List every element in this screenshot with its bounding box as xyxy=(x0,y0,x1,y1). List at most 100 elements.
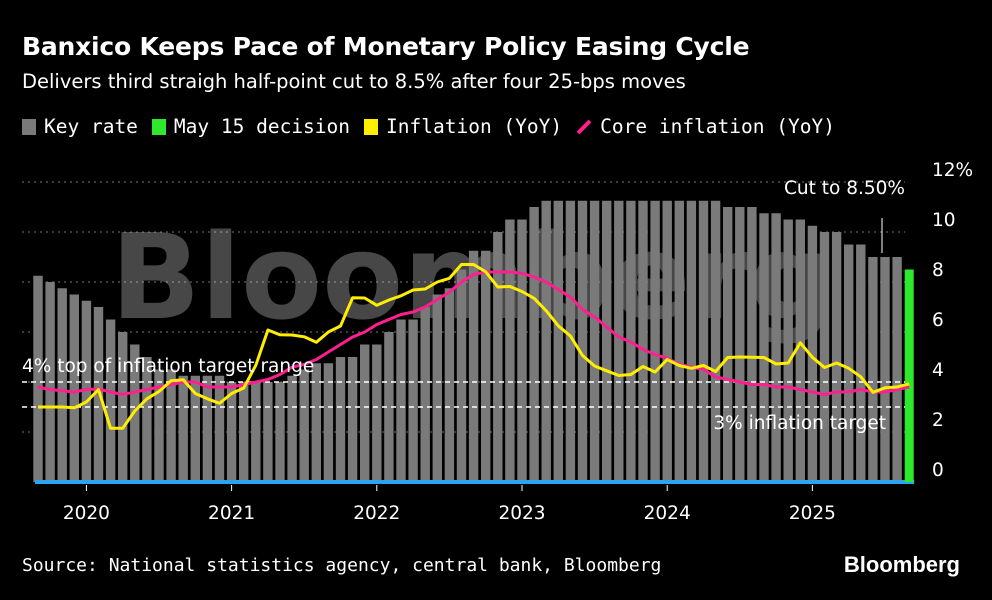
key-rate-bar xyxy=(468,250,479,482)
key-rate-bar xyxy=(372,344,382,482)
key-rate-bar xyxy=(287,375,297,482)
key-rate-bar xyxy=(311,363,321,482)
key-rate-bar xyxy=(577,200,588,482)
key-rate-bar xyxy=(638,200,648,482)
legend: Key rate May 15 decision Inflation (YoY)… xyxy=(22,115,849,138)
key-rate-bar xyxy=(347,357,358,482)
key-rate-bar xyxy=(384,332,394,482)
key-rate-bar xyxy=(529,207,539,482)
y-axis: 0 2 4 6 8 10 12% xyxy=(932,160,973,481)
key-rate-bar xyxy=(517,219,527,482)
legend-label-decision: May 15 decision xyxy=(173,115,351,138)
decision-swatch-icon xyxy=(151,118,166,135)
key-rate-bar xyxy=(57,288,67,482)
legend-item-core-inflation: Core inflation (YoY) xyxy=(576,115,835,138)
y-tick-label: 0 xyxy=(932,460,944,481)
key-rate-bar xyxy=(420,307,430,482)
key-rate-swatch-icon xyxy=(22,118,36,135)
key-rate-bar xyxy=(710,200,721,482)
key-rate-bar xyxy=(214,375,225,482)
key-rate-bar xyxy=(239,382,249,482)
key-rate-bar xyxy=(142,357,152,482)
bloomberg-logo: Bloomberg xyxy=(843,552,960,577)
key-rate-bar xyxy=(335,357,346,482)
annotation-target: 3% inflation target xyxy=(713,413,886,434)
key-rate-bar xyxy=(432,294,442,482)
source-note: Source: National statistics agency, cent… xyxy=(22,555,662,576)
legend-label-inflation: Inflation (YoY) xyxy=(386,115,563,138)
key-rate-bar xyxy=(747,207,757,482)
x-tick-label: 2021 xyxy=(208,503,255,524)
y-tick-label: 12% xyxy=(932,160,973,181)
key-rate-bar xyxy=(553,200,563,482)
key-rate-bar xyxy=(493,232,503,482)
x-tick-label: 2024 xyxy=(644,503,691,524)
chart-title: Banxico Keeps Pace of Monetary Policy Ea… xyxy=(22,32,750,61)
key-rate-bar xyxy=(650,200,660,482)
key-rate-bar xyxy=(602,200,612,482)
key-rate-bar xyxy=(226,382,237,482)
key-rate-bar xyxy=(783,219,793,482)
y-tick-label: 8 xyxy=(932,260,944,281)
annotations: 4% top of inflation target range 3% infl… xyxy=(22,178,905,434)
key-rate-bar xyxy=(396,319,406,482)
key-rate-bar xyxy=(251,382,261,482)
legend-item-key-rate: Key rate xyxy=(22,115,138,138)
core-inflation-line-icon xyxy=(576,119,592,134)
key-rate-bar xyxy=(880,257,890,482)
x-tick-label: 2022 xyxy=(353,503,400,524)
x-tick-label: 2023 xyxy=(498,503,545,524)
key-rate-bar xyxy=(360,344,370,482)
x-tick-label: 2025 xyxy=(789,503,836,524)
key-rate-bar xyxy=(819,232,830,482)
key-rate-bar xyxy=(105,319,116,482)
inflation-line xyxy=(38,263,910,430)
key-rate-bar xyxy=(892,257,902,482)
key-rate-bar xyxy=(771,213,781,482)
legend-item-decision: May 15 decision xyxy=(151,115,351,138)
key-rate-bar xyxy=(759,213,769,482)
key-rate-bar xyxy=(178,375,188,482)
key-rate-bar xyxy=(541,200,551,482)
y-tick-label: 6 xyxy=(932,310,944,331)
key-rate-bar xyxy=(614,200,624,482)
key-rate-bar xyxy=(505,219,515,482)
key-rate-bar xyxy=(795,219,805,482)
key-rate-bar xyxy=(202,375,213,482)
key-rate-bar xyxy=(844,244,854,482)
key-rate-bar xyxy=(190,375,200,482)
key-rate-bar xyxy=(323,363,334,482)
key-rate-bar xyxy=(275,382,285,482)
key-rate-bar xyxy=(807,225,818,482)
key-rate-bar xyxy=(698,200,709,482)
y-tick-label: 10 xyxy=(932,210,956,231)
key-rate-bar xyxy=(686,200,697,482)
key-rate-bar xyxy=(456,269,467,482)
chart-subtitle: Delivers third straigh half-point cut to… xyxy=(22,70,686,93)
y-tick-label: 2 xyxy=(932,410,944,431)
legend-label-key-rate: Key rate xyxy=(44,115,138,138)
decision-bar xyxy=(904,269,914,482)
legend-item-inflation: Inflation (YoY) xyxy=(364,115,562,138)
inflation-lines xyxy=(37,263,910,430)
key-rate-bar xyxy=(154,369,164,482)
key-rate-bar xyxy=(33,275,43,482)
decision-bar-group xyxy=(904,269,914,482)
x-tick-label: 2020 xyxy=(63,503,110,524)
key-rate-bar xyxy=(674,200,684,482)
annotation-upper-band: 4% top of inflation target range xyxy=(22,356,314,377)
key-rate-bar xyxy=(444,288,455,482)
key-rate-bar xyxy=(81,300,92,482)
key-rate-bar xyxy=(408,319,418,482)
legend-label-core-inflation: Core inflation (YoY) xyxy=(600,115,835,138)
key-rate-bar xyxy=(481,250,491,482)
key-rate-bar xyxy=(589,200,600,482)
annotation-cut: Cut to 8.50% xyxy=(784,178,905,199)
y-tick-label: 4 xyxy=(932,360,944,381)
x-axis: 2020 2021 2022 2023 2024 2025 xyxy=(63,485,836,524)
inflation-swatch-icon xyxy=(364,118,379,135)
key-rate-bar xyxy=(735,207,745,482)
key-rate-bar xyxy=(868,257,878,482)
key-rate-bar xyxy=(263,382,273,482)
